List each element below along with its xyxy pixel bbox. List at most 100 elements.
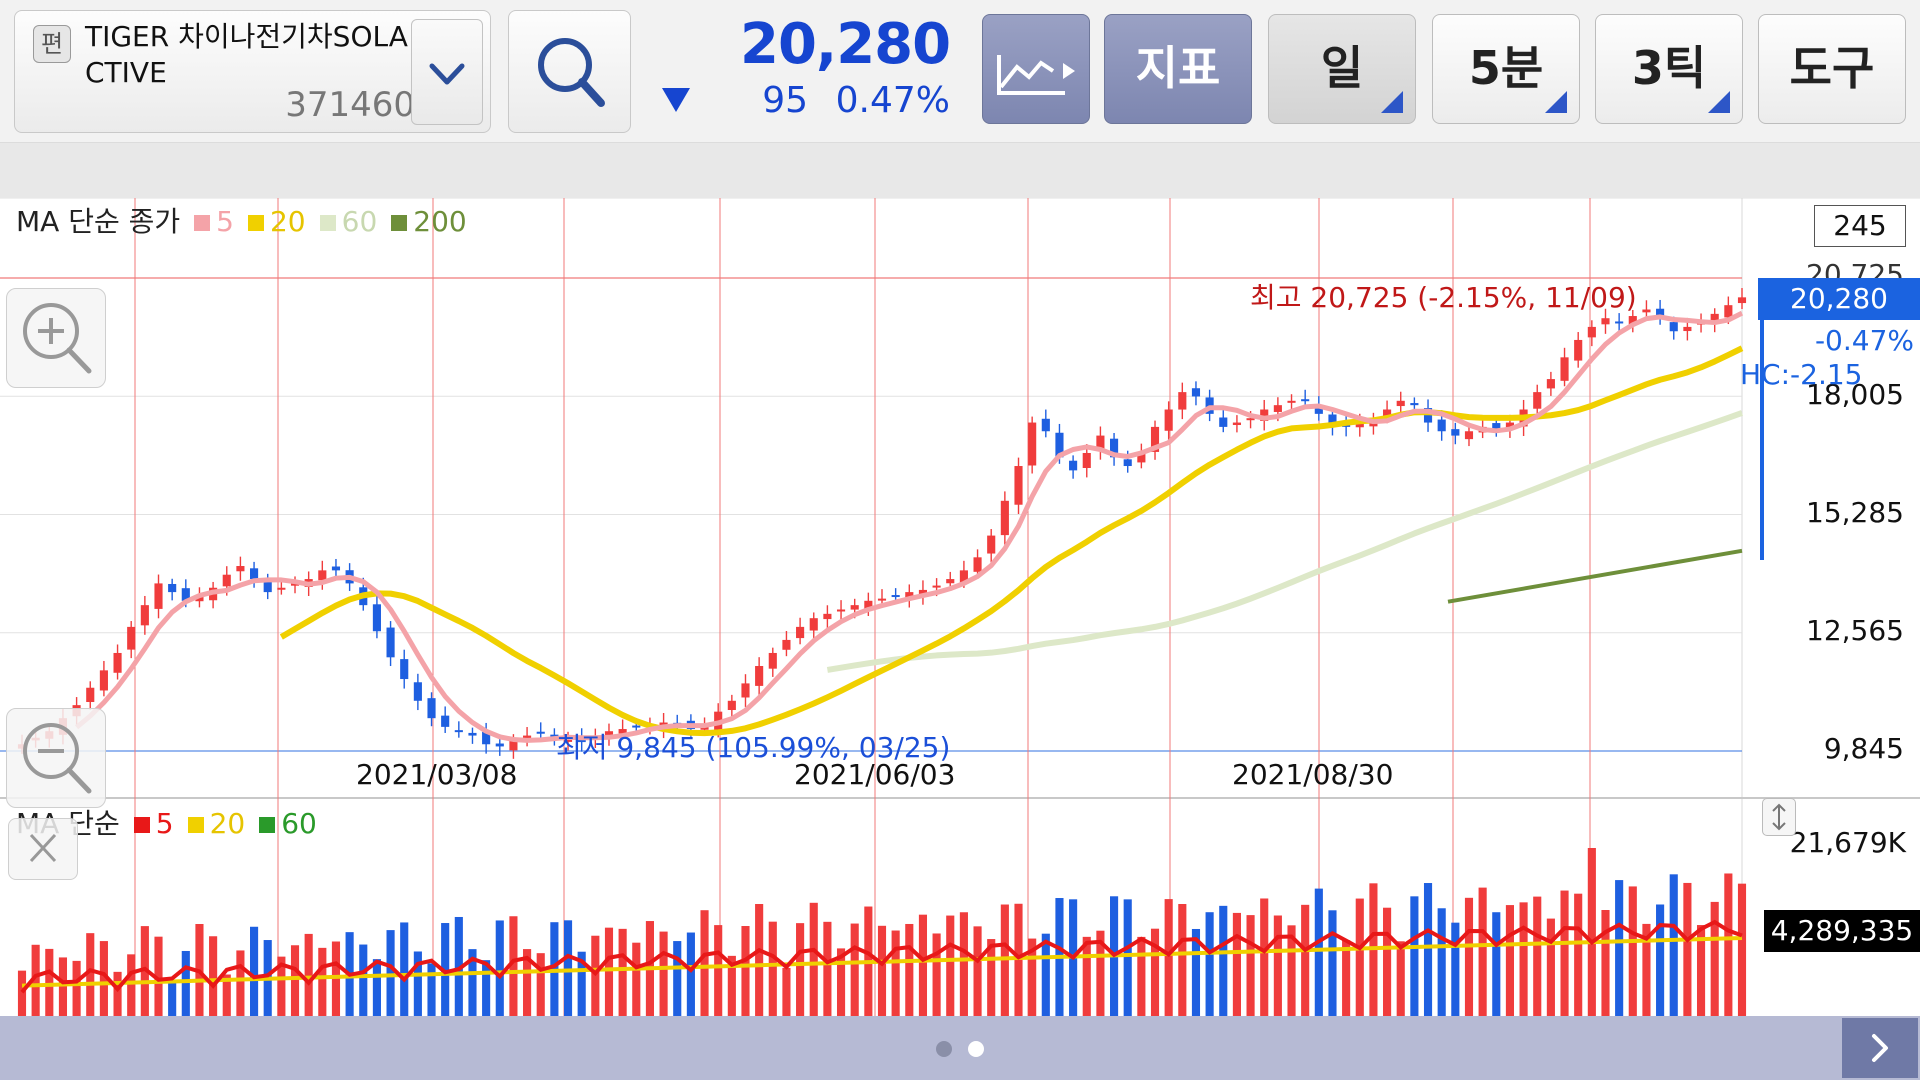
candle-body [1055, 432, 1064, 458]
page-indicator-dot-2[interactable] [968, 1041, 984, 1057]
volume-bar [304, 933, 313, 1016]
candle-body [1601, 318, 1610, 325]
resize-vertical-icon [1772, 803, 1786, 831]
candle-body [768, 652, 777, 669]
volume-bar [113, 971, 122, 1016]
volume-bar [523, 949, 532, 1016]
chart-type-button[interactable] [982, 14, 1090, 124]
candle-body [86, 687, 95, 703]
corner-triangle-icon [1708, 91, 1730, 113]
candle-body [536, 731, 545, 734]
tools-button[interactable]: 도구 [1758, 14, 1906, 124]
stock-selector[interactable]: 편 TIGER 차이나전기차SOLACTIVE 371460 [14, 10, 491, 133]
ma60-label: 60 [341, 205, 378, 238]
volume-bar [946, 915, 955, 1016]
tick-period-button[interactable]: 3틱 [1595, 14, 1743, 124]
candle-body [1273, 405, 1282, 412]
zoom-in-button[interactable] [6, 288, 106, 388]
candle-body [782, 639, 791, 650]
current-volume-tag: 4,289,335 [1764, 910, 1920, 952]
candle-body [168, 583, 177, 593]
stock-chart[interactable] [0, 197, 1920, 1016]
volume-bar [1656, 904, 1665, 1016]
next-page-button[interactable] [1842, 1018, 1918, 1078]
search-button[interactable] [508, 10, 631, 133]
axis-label-1: 18,005 [1806, 378, 1904, 411]
candle-body [1082, 452, 1091, 468]
candle-body [154, 583, 163, 609]
hc-label: HC:-2.15 [1740, 358, 1863, 391]
volume-bar [154, 936, 163, 1016]
candle-body [877, 598, 887, 601]
ma20-label: 20 [269, 205, 306, 238]
current-price-tag: 20,280 [1758, 278, 1920, 320]
candle-body [1246, 418, 1255, 421]
candle-body [918, 589, 928, 596]
date-label-2: 2021/06/03 [794, 758, 956, 791]
volume-bar [1724, 873, 1733, 1016]
volume-bar [659, 931, 668, 1016]
candle-body [1505, 422, 1514, 429]
candle-body [823, 613, 832, 620]
stock-dropdown-button[interactable] [411, 19, 483, 125]
ma200-swatch [391, 215, 408, 231]
volume-bar [127, 954, 136, 1016]
zoom-out-button[interactable] [6, 708, 106, 808]
indicator-button[interactable]: 지표 [1104, 14, 1252, 124]
page-indicator-dot-1[interactable] [936, 1041, 952, 1057]
candle-body [263, 581, 272, 593]
candle-body [1437, 419, 1446, 432]
close-panel-button[interactable] [8, 818, 78, 880]
volume-bar [31, 944, 40, 1016]
candle-body [1560, 357, 1569, 381]
candle-body [427, 698, 436, 719]
volume-axis-max: 21,679K [1789, 826, 1906, 859]
volume-bar [17, 970, 27, 1016]
vol-ma60-swatch [259, 817, 276, 833]
volume-bar [168, 979, 177, 1016]
scale-box[interactable]: 245 [1814, 205, 1906, 247]
candle-body [372, 604, 381, 632]
panel-resize-button[interactable] [1762, 798, 1796, 836]
candle-body [987, 535, 996, 554]
volume-bar [1260, 898, 1269, 1016]
volume-bar [468, 949, 477, 1016]
vol-ma60-label: 60 [281, 807, 317, 840]
volume-bar [796, 923, 805, 1016]
candle-body [932, 585, 941, 588]
ma60-line [826, 410, 1744, 673]
vol-ma5-swatch [133, 817, 150, 833]
day-period-button[interactable]: 일 [1268, 14, 1416, 124]
down-arrow-icon [662, 88, 690, 112]
candle-body [1492, 423, 1501, 430]
candle-body [495, 743, 504, 747]
volume-bar [454, 916, 463, 1016]
candle-body [277, 587, 286, 590]
price-ma-legend: MA 단순 종가 5 20 60 200 [16, 200, 467, 240]
current-price-percent: -0.47% [1814, 324, 1914, 357]
candle-body [1628, 316, 1637, 325]
candle-body [973, 557, 982, 572]
volume-bar [1505, 905, 1514, 1016]
volume-bar [72, 960, 81, 1016]
candle-body [905, 592, 914, 599]
volume-bar [891, 930, 900, 1016]
volume-bar [700, 910, 709, 1016]
edit-badge[interactable]: 편 [33, 25, 71, 63]
volume-bar [250, 926, 259, 1016]
minute-period-button[interactable]: 5분 [1432, 14, 1580, 124]
volume-bar [386, 930, 395, 1016]
candle-body [727, 700, 736, 711]
candle-body [1396, 400, 1405, 407]
ma5-line [75, 310, 1744, 743]
candle-body [1383, 409, 1392, 417]
candle-body [236, 566, 245, 572]
volume-bar [1396, 941, 1405, 1016]
ma20-swatch [247, 215, 264, 231]
candle-body [741, 683, 750, 698]
candle-body [700, 726, 709, 730]
chart-area[interactable]: MA 단순 종가 5 20 60 200 245 20,725 18,005 15,28… [0, 197, 1920, 1016]
candle-body [290, 583, 300, 586]
volume-bar [782, 967, 791, 1016]
volume-bar [318, 947, 327, 1016]
